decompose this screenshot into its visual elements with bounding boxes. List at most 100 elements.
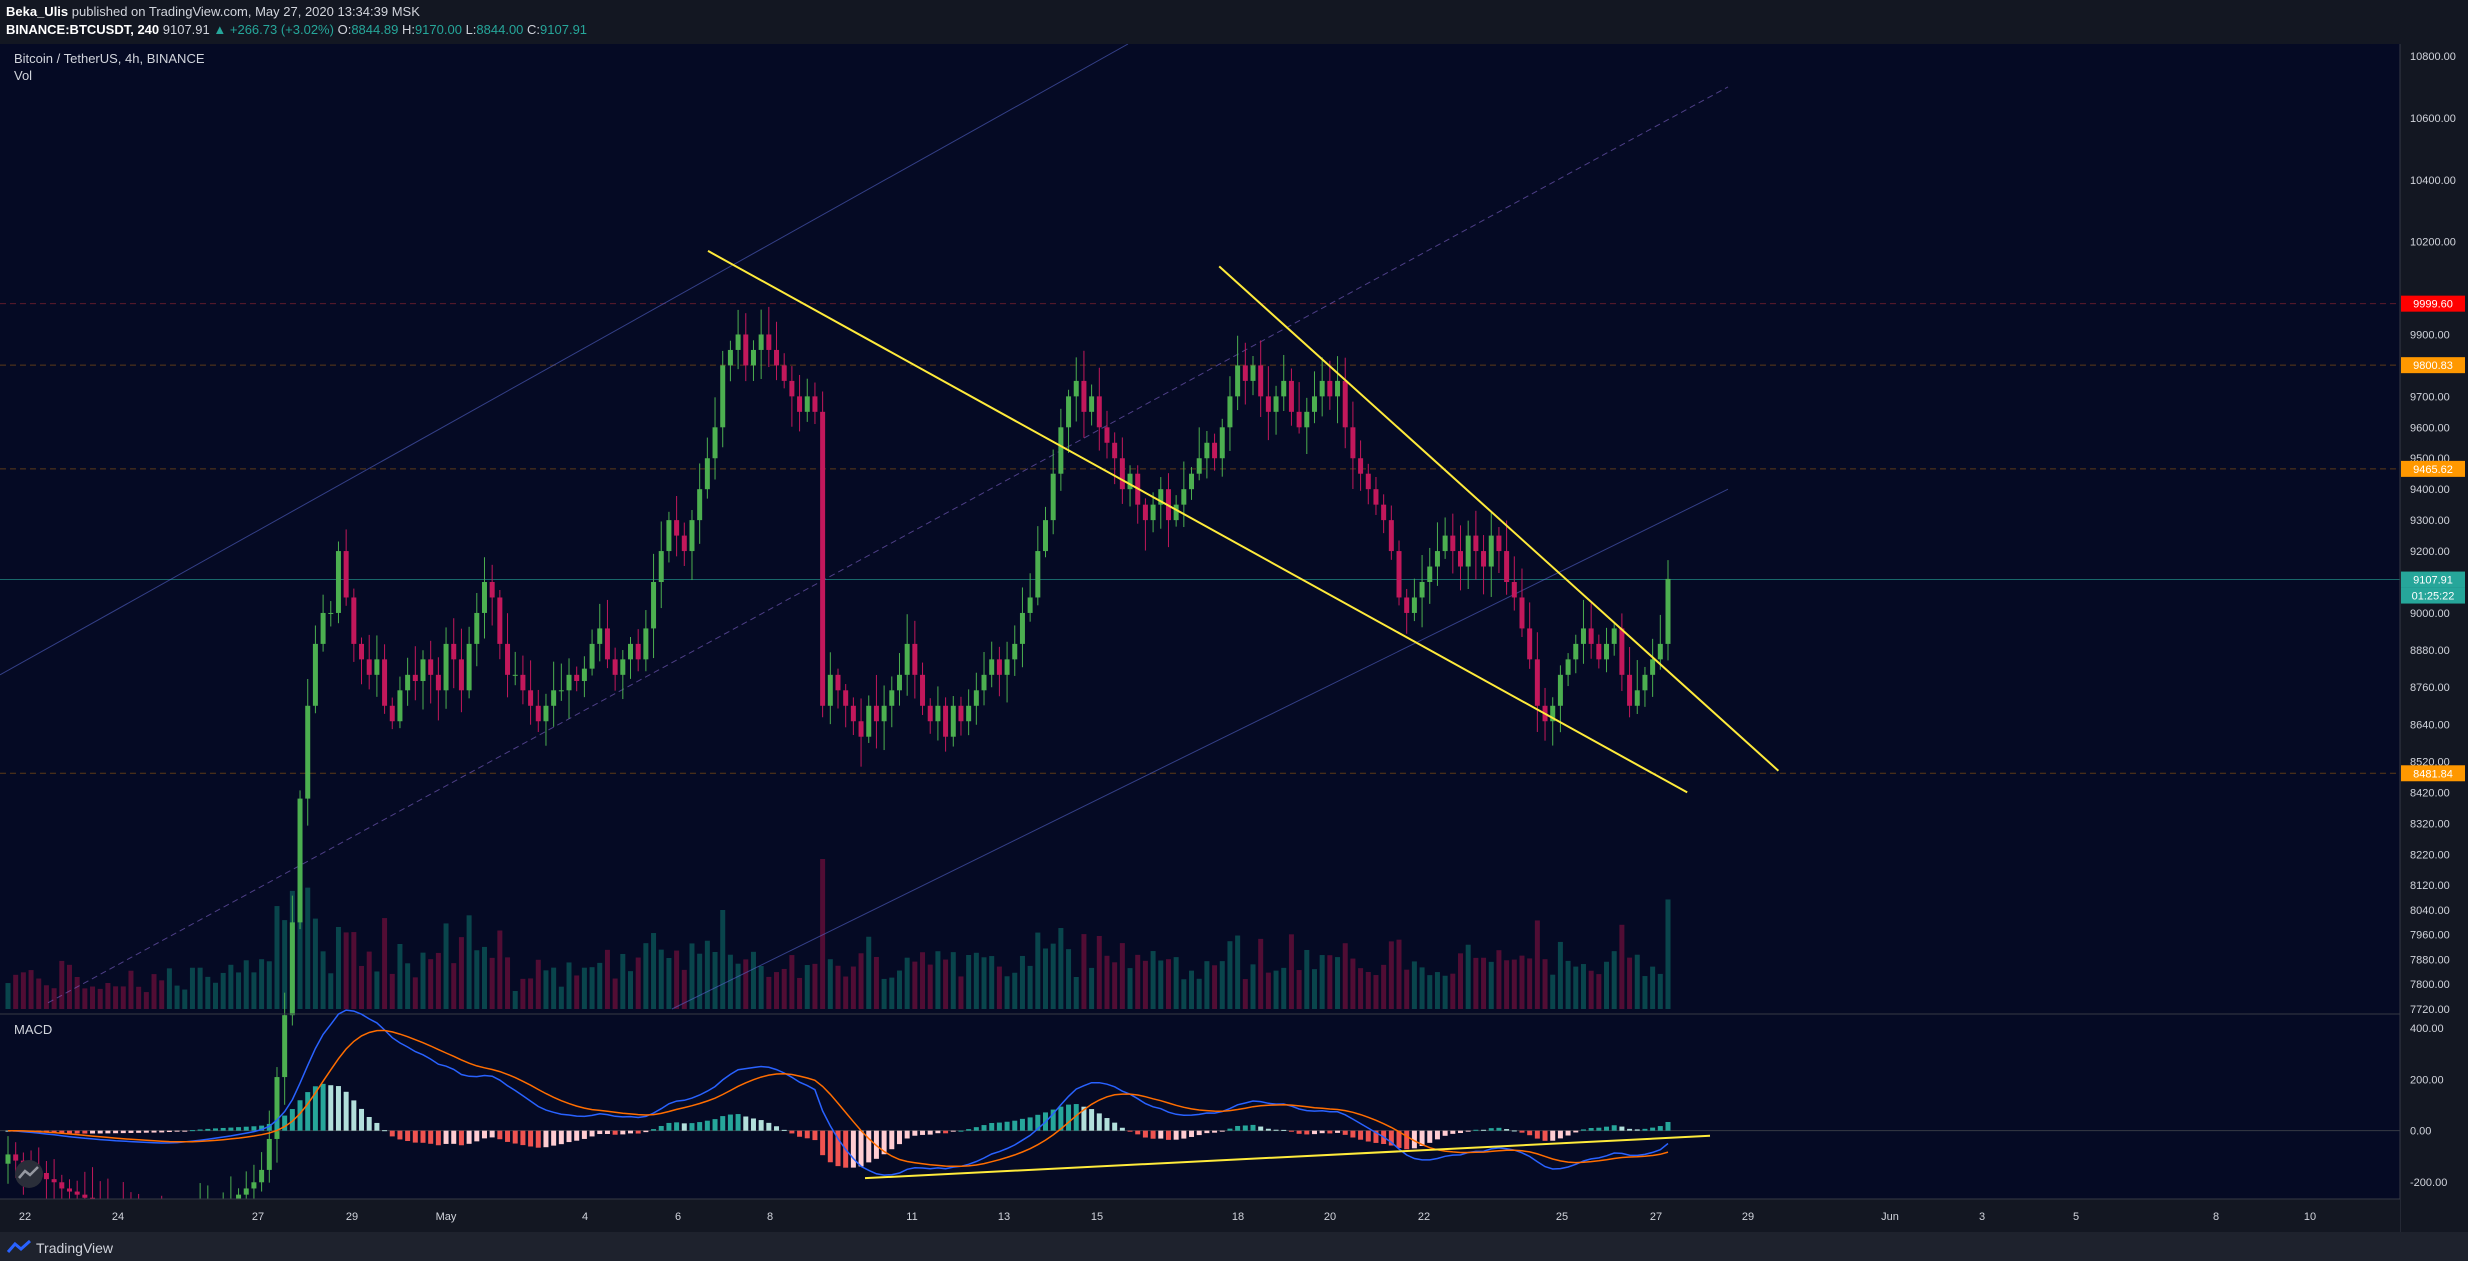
candle-body[interactable] (704, 458, 710, 490)
candle-body[interactable] (620, 659, 626, 675)
channel-upper-line[interactable] (0, 44, 1129, 676)
candle-body[interactable] (1066, 396, 1072, 428)
candle-body[interactable] (428, 659, 434, 675)
candle-body[interactable] (1404, 597, 1410, 613)
signal-line[interactable] (8, 1029, 1669, 1168)
candle-body[interactable] (520, 674, 526, 691)
candle-body[interactable] (812, 396, 818, 412)
candle-body[interactable] (1358, 458, 1364, 474)
candle-body[interactable] (1450, 535, 1456, 552)
candle-body[interactable] (328, 612, 334, 614)
candle-body[interactable] (5, 1154, 11, 1164)
channel-lower-line[interactable] (671, 488, 1729, 1010)
candle-body[interactable] (850, 705, 856, 722)
candle-body[interactable] (1043, 520, 1048, 552)
candle-body[interactable] (1089, 396, 1095, 412)
candle-body[interactable] (1604, 643, 1610, 660)
candle-body[interactable] (1611, 628, 1617, 644)
candle-body[interactable] (766, 334, 772, 350)
candle-body[interactable] (1557, 674, 1563, 706)
candle-body[interactable] (43, 1172, 49, 1180)
candle-body[interactable] (758, 334, 764, 350)
candle-body[interactable] (1073, 380, 1079, 397)
candle-body[interactable] (574, 674, 580, 682)
candle-body[interactable] (1273, 396, 1279, 412)
candle-body[interactable] (1104, 427, 1110, 443)
candle-body[interactable] (896, 674, 902, 691)
candle-body[interactable] (1619, 628, 1625, 675)
candle-body[interactable] (789, 380, 795, 397)
candle-body[interactable] (643, 628, 649, 660)
candle-body[interactable] (374, 659, 380, 675)
candle-body[interactable] (804, 396, 810, 412)
candle-body[interactable] (412, 674, 418, 682)
candle-body[interactable] (1650, 659, 1656, 675)
candle-body[interactable] (66, 1188, 72, 1192)
time-axis[interactable] (0, 1199, 2400, 1232)
candle-body[interactable] (750, 349, 756, 366)
candle-body[interactable] (382, 659, 388, 706)
candle-body[interactable] (1496, 535, 1502, 552)
symbol-label[interactable]: BINANCE:BTCUSDT, 240 (6, 22, 160, 37)
candle-body[interactable] (1419, 582, 1425, 598)
candle-body[interactable] (1004, 659, 1010, 675)
author-name[interactable]: Beka_Ulis (6, 4, 69, 19)
candle-body[interactable] (481, 582, 487, 613)
candle-body[interactable] (1335, 380, 1341, 397)
candle-body[interactable] (1642, 674, 1648, 691)
candle-body[interactable] (1588, 628, 1594, 644)
candle-body[interactable] (666, 520, 672, 552)
candle-body[interactable] (1388, 520, 1394, 552)
candle-body[interactable] (1258, 365, 1264, 397)
price-tag[interactable] (2401, 571, 2465, 588)
candle-body[interactable] (435, 674, 441, 691)
candle-body[interactable] (1196, 458, 1202, 474)
price-axis[interactable] (2400, 44, 2468, 1232)
candle-body[interactable] (720, 365, 726, 428)
candle-body[interactable] (1434, 551, 1440, 567)
candle-body[interactable] (397, 690, 403, 722)
candle-body[interactable] (966, 705, 972, 722)
candle-body[interactable] (1096, 396, 1102, 428)
candle-body[interactable] (297, 798, 303, 923)
candle-body[interactable] (1250, 365, 1256, 381)
candle-body[interactable] (1304, 411, 1310, 428)
candle-body[interactable] (1227, 396, 1233, 428)
candle-body[interactable] (712, 427, 718, 459)
candle-body[interactable] (51, 1179, 57, 1183)
candle-body[interactable] (1350, 427, 1356, 459)
candle-body[interactable] (351, 597, 357, 644)
candle-body[interactable] (651, 582, 657, 629)
macd-trendline[interactable] (864, 1134, 1711, 1180)
candle-body[interactable] (628, 643, 633, 660)
candle-body[interactable] (474, 612, 480, 644)
candle-body[interactable] (1127, 473, 1133, 490)
candle-body[interactable] (466, 643, 472, 691)
candle-body[interactable] (1050, 473, 1056, 521)
candle-body[interactable] (612, 659, 618, 675)
candle-body[interactable] (697, 489, 703, 521)
volume-legend[interactable]: Vol (14, 68, 32, 83)
candle-body[interactable] (1219, 427, 1225, 459)
candle-body[interactable] (981, 674, 987, 691)
candle-body[interactable] (781, 365, 787, 381)
candle-body[interactable] (1519, 597, 1525, 629)
candle-body[interactable] (1442, 535, 1448, 552)
candle-body[interactable] (1427, 566, 1433, 583)
candle-body[interactable] (774, 349, 780, 366)
candle-body[interactable] (1373, 489, 1379, 505)
candle-body[interactable] (797, 396, 803, 412)
price-chart[interactable]: 10800.0010600.0010400.0010200.009900.009… (0, 44, 2468, 1232)
candle-body[interactable] (1288, 380, 1294, 412)
candle-body[interactable] (1235, 365, 1241, 397)
candle-body[interactable] (604, 628, 610, 660)
candle-body[interactable] (1019, 612, 1025, 644)
candle-body[interactable] (674, 520, 680, 536)
macd-line[interactable] (7, 1009, 1669, 1176)
candle-body[interactable] (1212, 442, 1218, 459)
candle-body[interactable] (335, 551, 341, 613)
trendline[interactable] (707, 250, 1688, 794)
candle-body[interactable] (405, 674, 411, 691)
candle-body[interactable] (927, 705, 933, 722)
candle-body[interactable] (1365, 473, 1371, 490)
